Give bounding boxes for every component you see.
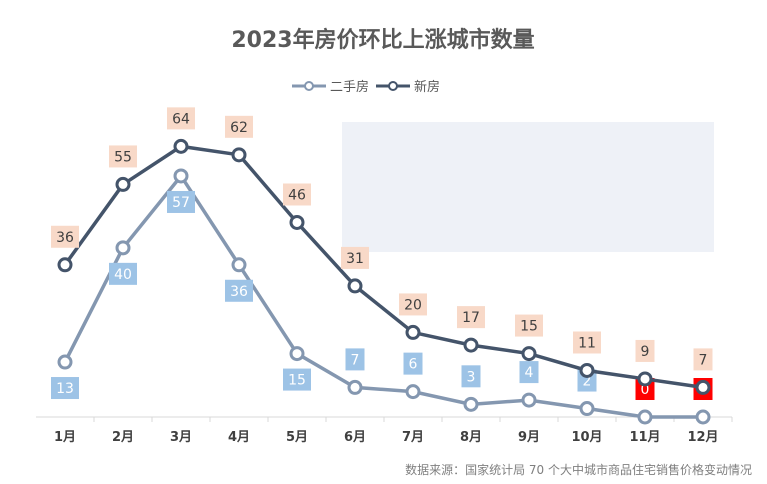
data-label-bg [399,293,427,316]
data-label: 62 [230,120,248,136]
chart-title: 2023年房价环比上涨城市数量 [231,27,534,53]
data-point [637,371,653,387]
data-label-bg [283,368,311,391]
data-point [695,379,711,395]
legend-label: 二手房 [330,79,369,95]
data-label-bg [51,377,79,400]
data-point [521,392,537,408]
data-label-bg [461,365,481,388]
data-label: 36 [56,230,74,246]
watermark-panel [342,122,714,252]
data-point [347,379,363,395]
data-label-bg [109,145,137,168]
legend-marker [304,81,314,91]
data-label: 40 [114,267,132,283]
data-label-bg [345,348,365,371]
data-label-bg [51,225,79,248]
data-label-bg [519,361,539,384]
data-point [463,396,479,412]
data-label-bg [167,107,195,130]
data-label: 17 [462,310,480,326]
data-point [521,346,537,362]
series-0: 13 40 57 36 15 7 6 3 4 20 0 [51,168,713,425]
data-point [231,147,247,163]
data-label-bg [635,339,655,362]
data-point [579,362,595,378]
x-tick-label: 1月 [54,430,76,445]
data-point [695,409,711,425]
data-label: 2 [583,374,592,390]
data-point [347,278,363,294]
x-tick-label: 6月 [344,430,366,445]
data-label-bg [341,246,369,269]
data-label-bg [515,314,543,337]
data-point [173,168,189,184]
x-tick-label: 12月 [687,430,718,445]
data-label-bg [167,190,195,213]
data-point [405,324,421,340]
source-note: 数据来源：国家统计局 70 个大中城市商品住宅销售价格变动情况 [405,462,752,477]
x-tick-label: 9月 [518,430,540,445]
x-tick-label: 10月 [571,430,602,445]
legend-marker [388,81,398,91]
x-tick-label: 3月 [170,430,192,445]
data-label-bg [225,279,253,302]
data-label-bg [457,306,485,329]
series-group: 134057361576342003655646246312017151197 [51,107,713,425]
data-point [231,257,247,273]
data-point [173,138,189,154]
data-label: 13 [56,381,74,397]
series-line [63,144,704,390]
data-label-bg [693,348,713,371]
data-label: 15 [520,319,538,335]
data-label: 57 [172,195,190,211]
legend-label: 新房 [414,79,440,95]
data-point [115,176,131,192]
data-label: 7 [699,352,708,368]
data-label: 15 [288,373,306,389]
x-tick-label: 5月 [286,430,308,445]
data-label: 46 [288,187,306,203]
data-label: 0 [641,382,650,398]
data-label: 6 [409,357,418,373]
data-label: 64 [172,111,190,127]
data-point [289,214,305,230]
data-point [289,346,305,362]
series-line [63,172,703,419]
data-label-bg [283,183,311,206]
data-point [637,409,653,425]
x-tick-label: 8月 [460,430,482,445]
data-label: 9 [641,344,650,360]
x-tick-label: 11月 [629,430,660,445]
data-label: 4 [525,365,534,381]
data-label-bg [109,262,137,285]
data-point [57,257,73,273]
data-label: 7 [351,352,360,368]
data-label: 20 [404,297,422,313]
x-axis-ticks: 1月 2月 3月 4月 5月 6月 7月 8月 9月 10月 11月 12月 [54,417,733,445]
data-point [57,354,73,370]
data-point [405,384,421,400]
data-point [115,240,131,256]
data-label-bg [403,352,423,375]
data-label: 11 [578,335,596,351]
data-label-bg [225,115,253,138]
data-point [579,401,595,417]
data-label-bg [573,331,601,354]
x-tick-label: 7月 [402,430,424,445]
data-label: 55 [114,149,132,165]
data-label: 31 [346,251,364,267]
data-label: 3 [467,369,476,385]
x-tick-label: 2月 [112,430,134,445]
data-label: 36 [230,284,248,300]
data-point [463,337,479,353]
legend: 二手房 新房 [292,79,440,95]
x-tick-label: 4月 [228,430,250,445]
